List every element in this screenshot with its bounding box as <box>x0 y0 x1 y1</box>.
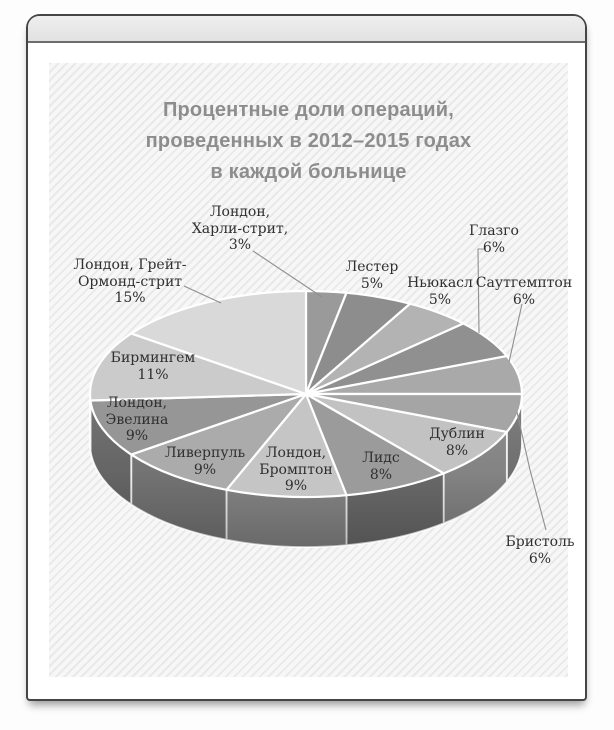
pie-top-faces <box>88 289 524 499</box>
pie-label-line: Лондон, <box>265 445 327 461</box>
pie-leader-line-3 <box>477 248 486 334</box>
pie-label-line: 8% <box>445 442 469 459</box>
pie-label-5: Бристоль 6% <box>450 534 614 567</box>
pie-label-3: Глазго 6% <box>404 223 584 256</box>
pie-label-line: 6% <box>482 239 506 256</box>
pie-label-line: Лондон, <box>106 395 168 411</box>
pie-label-line: Эвелина <box>105 411 169 428</box>
pie-slice-10 <box>89 392 308 456</box>
pie-label-2: Ньюкасл 5% <box>350 275 530 308</box>
pie-label-8: Лондон, Бромптон 9% <box>206 445 386 495</box>
pie-leader-line-4 <box>508 303 523 363</box>
pie-label-11: Бирмингем 11% <box>63 350 243 383</box>
pie-leader-line-12 <box>183 285 222 304</box>
pie-leader-line-5 <box>516 411 547 531</box>
pie-label-line: Ливерпуль <box>164 445 246 461</box>
pie-label-line: 5% <box>428 291 452 308</box>
pie-slice-12 <box>130 289 308 396</box>
pie-label-line: 6% <box>512 291 536 308</box>
pie-label-line: Дублин <box>429 426 485 442</box>
pie-label-line: 9% <box>193 461 217 478</box>
pie-slice-11 <box>88 332 308 402</box>
pie-label-line: Лидс <box>362 450 400 466</box>
pie-label-line: Ньюкасл <box>407 275 473 291</box>
pie-label-line: Лондон, <box>209 204 271 220</box>
pie-label-7: Лидс 8% <box>291 450 471 483</box>
pie-label-line: Лондон, Грейт- <box>73 257 187 273</box>
pie-slice-8 <box>225 392 348 499</box>
pie-label-line: 3% <box>228 237 252 253</box>
pie-label-line: 5% <box>360 275 384 292</box>
chart-title: Процентные доли операций, проведенных в … <box>49 95 568 188</box>
pie-label-line: Саутгемптон <box>475 275 573 291</box>
pie-label-line: 15% <box>114 290 146 306</box>
pie-depth-band <box>89 393 523 548</box>
pie-label-12: Лондон, Грейт- Ормонд-стрит 15% <box>40 257 220 307</box>
pie-depth-shading <box>90 394 522 547</box>
chart-title-line: Процентные доли операций, <box>162 99 455 121</box>
chart-title-line: проведенных в 2012–2015 годах <box>145 130 472 152</box>
pie-slice-6 <box>304 392 508 475</box>
pie-label-line: Бристоль <box>505 534 575 550</box>
pie-label-line: 9% <box>125 428 149 444</box>
page-header-bar <box>28 16 585 43</box>
pie-leader-line-0 <box>252 250 323 298</box>
pie-label-line: Ормонд-стрит <box>77 273 183 290</box>
pie-label-line: Лестер <box>345 259 399 275</box>
chart-title-line: в каждой больнице <box>210 161 407 183</box>
pie-label-line: 8% <box>369 466 393 483</box>
pie-label-line: Харли-стрит, <box>191 220 289 237</box>
pie-label-4: Саутгемптон 6% <box>434 275 614 308</box>
pie-label-line: Бромптон <box>259 461 333 478</box>
pie-label-9: Ливерпуль 9% <box>115 445 295 478</box>
pie-leader-lines <box>183 248 547 531</box>
pie-label-line: 6% <box>528 550 552 567</box>
pie-label-1: Лестер 5% <box>282 259 462 292</box>
pie-label-6: Дублин 8% <box>367 426 547 459</box>
pie-slice-7 <box>304 392 445 497</box>
pie-slice-9 <box>130 392 308 491</box>
pie-label-0: Лондон, Харли-стрит, 3% <box>150 204 330 254</box>
pie-label-line: Глазго <box>469 223 519 239</box>
pie-label-line: Бирмингем <box>110 350 196 366</box>
pie-label-10: Лондон, Эвелина 9% <box>47 395 227 445</box>
pie-label-line: 9% <box>284 478 308 494</box>
pie-label-line: 11% <box>137 366 169 383</box>
